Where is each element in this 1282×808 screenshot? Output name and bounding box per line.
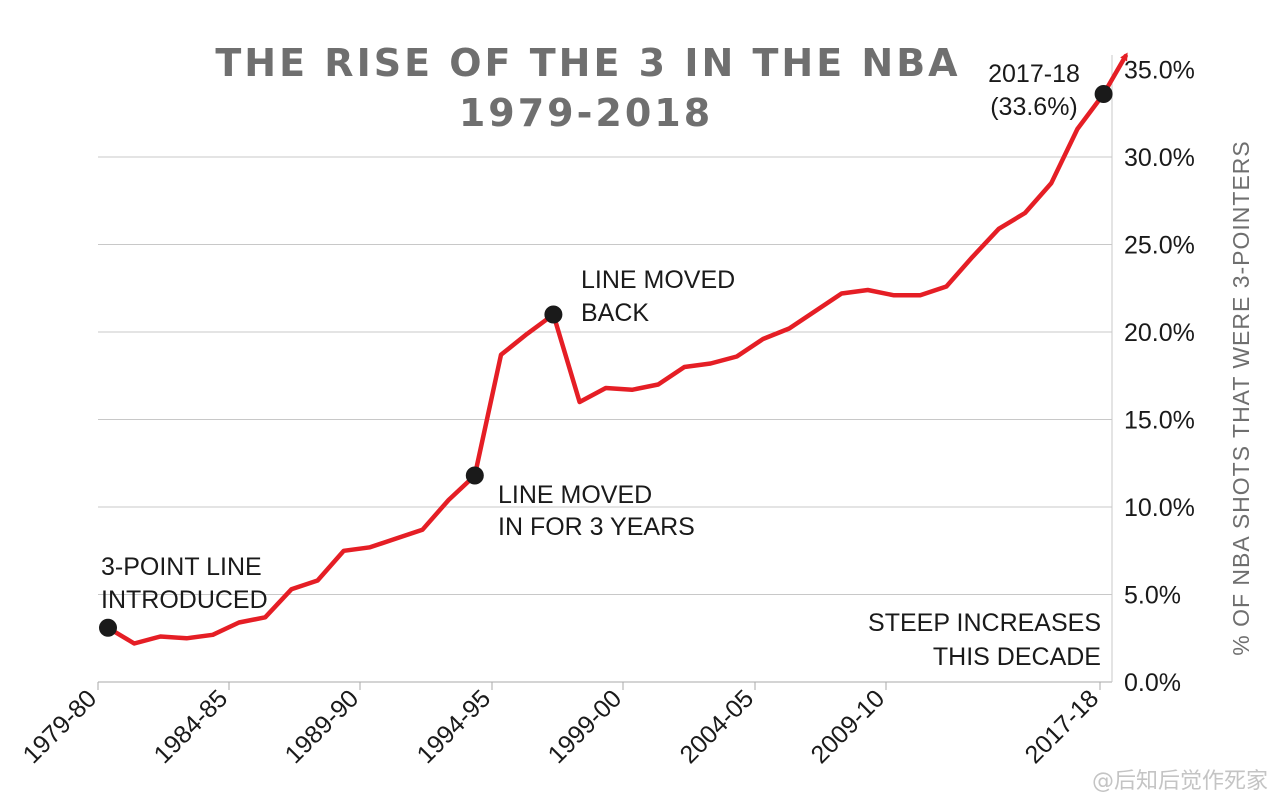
series-line-group [105,52,1128,646]
annotation-dot [1094,85,1113,103]
x-axis [97,55,1113,690]
y-tick-label: 35.0% [1124,57,1195,85]
annotation-dot [99,618,117,637]
annotation-moved-back-line2: BACK [581,299,649,327]
y-tick-label: 20.0% [1124,319,1195,347]
annotation-moved-in-line2: IN FOR 3 YEARS [498,513,695,541]
x-tick-label: 1994-95 [412,684,497,769]
x-tick-label: 1979-80 [18,684,103,769]
y-tick-label: 5.0% [1124,582,1181,610]
annotation-introduced-line2: INTRODUCED [101,586,268,614]
x-tick-label: 2004-05 [675,684,760,769]
annotation-2017-18-line1: 2017-18 [988,60,1080,88]
y-tick-label: 25.0% [1124,232,1195,260]
x-tick-label: 2017-18 [1020,684,1105,769]
annotation-moved-back-line1: LINE MOVED [581,266,735,294]
x-tick-label: 1989-90 [280,684,365,769]
series-line [105,52,1128,646]
x-tick-label: 1999-00 [543,684,628,769]
y-tick-label: 15.0% [1124,407,1195,435]
watermark: @后知后觉作死家 [1092,769,1268,794]
y-axis-label: % OF NBA SHOTS THAT WERE 3-POINTERS [1228,140,1254,656]
y-tick-labels: 0.0% 5.0% 10.0% 15.0% 20.0% 25.0% 30.0% 35.0% [1124,57,1195,698]
y-tick-label: 10.0% [1124,494,1195,522]
chart-title-line2: 1979-2018 [459,91,713,135]
annotation-moved-in-line1: LINE MOVED [498,481,652,509]
annotation-dot [544,305,563,324]
x-tick-label: 2009-10 [806,684,891,769]
x-tick-labels: 1979-80 1984-85 1989-90 1994-95 1999-00 2004-… [18,684,1105,769]
chart-title-line1: THE RISE OF THE 3 IN THE NBA [215,41,960,85]
note-line2: THIS DECADE [933,643,1101,671]
annotation-dot [465,466,484,485]
y-tick-label: 0.0% [1124,669,1181,697]
annotation-2017-18-line2: (33.6%) [990,93,1078,121]
note-line1: STEEP INCREASES [868,609,1101,637]
y-tick-label: 30.0% [1124,144,1195,172]
annotation-markers [99,85,1113,637]
x-tick-label: 1984-85 [149,684,234,769]
annotation-introduced-line1: 3-POINT LINE [101,553,262,581]
gridlines [98,156,1112,595]
